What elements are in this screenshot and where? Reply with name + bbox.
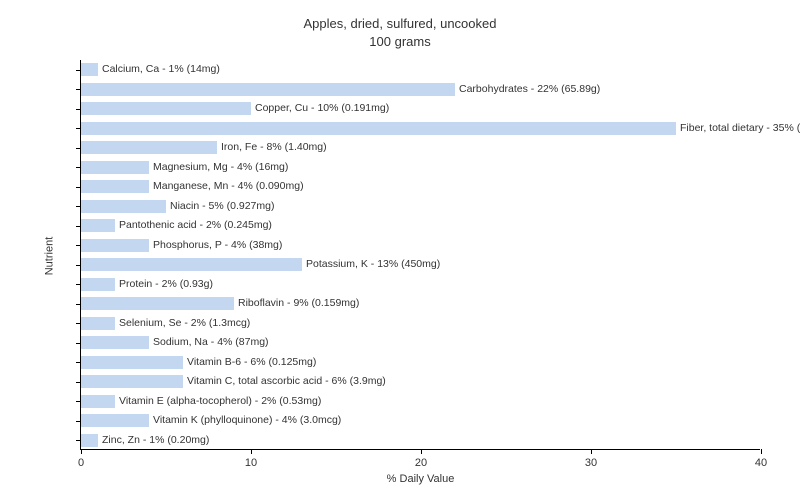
bar	[81, 141, 217, 154]
bar-label: Protein - 2% (0.93g)	[119, 278, 213, 291]
bar	[81, 200, 166, 213]
y-tick-mark	[76, 70, 81, 71]
bar-label: Calcium, Ca - 1% (14mg)	[102, 63, 220, 76]
x-tick-label: 20	[415, 457, 427, 469]
chart-title-line2: 100 grams	[0, 33, 800, 51]
bar-row: Fiber, total dietary - 35% (8.7g)	[81, 119, 760, 139]
plot-area: Calcium, Ca - 1% (14mg) Carbohydrates - 2…	[80, 60, 760, 450]
bar-label: Carbohydrates - 22% (65.89g)	[459, 83, 600, 96]
chart-container: Apples, dried, sulfured, uncooked 100 gr…	[0, 0, 800, 500]
bar-label: Sodium, Na - 4% (87mg)	[153, 336, 269, 349]
bar-row: Phosphorus, P - 4% (38mg)	[81, 236, 760, 256]
bar	[81, 102, 251, 115]
y-tick-mark	[76, 323, 81, 324]
y-tick-mark	[76, 362, 81, 363]
bar-label: Manganese, Mn - 4% (0.090mg)	[153, 180, 304, 193]
bar-row: Selenium, Se - 2% (1.3mcg)	[81, 314, 760, 334]
bar	[81, 83, 455, 96]
y-axis-label: Nutrient	[43, 237, 55, 276]
y-tick-mark	[76, 382, 81, 383]
y-tick-mark	[76, 206, 81, 207]
chart-title-block: Apples, dried, sulfured, uncooked 100 gr…	[0, 0, 800, 51]
bar-label: Potassium, K - 13% (450mg)	[306, 258, 440, 271]
bar-row: Calcium, Ca - 1% (14mg)	[81, 60, 760, 80]
y-tick-mark	[76, 167, 81, 168]
y-tick-mark	[76, 440, 81, 441]
y-tick-mark	[76, 109, 81, 110]
y-tick-mark	[76, 284, 81, 285]
y-tick-mark	[76, 89, 81, 90]
bars-container: Calcium, Ca - 1% (14mg) Carbohydrates - 2…	[81, 60, 760, 449]
y-tick-mark	[76, 245, 81, 246]
bar-row: Potassium, K - 13% (450mg)	[81, 255, 760, 275]
y-tick-mark	[76, 343, 81, 344]
bar	[81, 317, 115, 330]
y-tick-mark	[76, 304, 81, 305]
bar-row: Protein - 2% (0.93g)	[81, 275, 760, 295]
bar-row: Vitamin K (phylloquinone) - 4% (3.0mcg)	[81, 411, 760, 431]
y-tick-mark	[76, 226, 81, 227]
bar-label: Fiber, total dietary - 35% (8.7g)	[680, 122, 800, 135]
bar-label: Riboflavin - 9% (0.159mg)	[238, 297, 359, 310]
bar-label: Copper, Cu - 10% (0.191mg)	[255, 102, 389, 115]
bar-row: Magnesium, Mg - 4% (16mg)	[81, 158, 760, 178]
bar-label: Phosphorus, P - 4% (38mg)	[153, 239, 282, 252]
x-tick-mark	[421, 449, 422, 454]
bar-label: Iron, Fe - 8% (1.40mg)	[221, 141, 327, 154]
x-tick-label: 0	[78, 457, 84, 469]
bar-label: Vitamin K (phylloquinone) - 4% (3.0mcg)	[153, 414, 341, 427]
bar	[81, 161, 149, 174]
y-tick-mark	[76, 265, 81, 266]
bar-row: Vitamin B-6 - 6% (0.125mg)	[81, 353, 760, 373]
bar	[81, 434, 98, 447]
bar-row: Riboflavin - 9% (0.159mg)	[81, 294, 760, 314]
x-tick-mark	[591, 449, 592, 454]
bar	[81, 356, 183, 369]
bar	[81, 297, 234, 310]
y-tick-mark	[76, 187, 81, 188]
x-axis-label: % Daily Value	[387, 473, 455, 485]
bar	[81, 63, 98, 76]
x-tick-mark	[761, 449, 762, 454]
y-tick-mark	[76, 401, 81, 402]
bar	[81, 375, 183, 388]
bar	[81, 239, 149, 252]
bar	[81, 219, 115, 232]
bar	[81, 258, 302, 271]
bar	[81, 336, 149, 349]
bar-label: Selenium, Se - 2% (1.3mcg)	[119, 317, 250, 330]
x-tick-label: 10	[245, 457, 257, 469]
bar-label: Vitamin B-6 - 6% (0.125mg)	[187, 356, 316, 369]
x-tick-label: 30	[585, 457, 597, 469]
bar-label: Pantothenic acid - 2% (0.245mg)	[119, 219, 272, 232]
x-tick-mark	[251, 449, 252, 454]
bar-row: Vitamin E (alpha-tocopherol) - 2% (0.53m…	[81, 392, 760, 412]
y-tick-mark	[76, 148, 81, 149]
bar-row: Iron, Fe - 8% (1.40mg)	[81, 138, 760, 158]
bar-label: Vitamin C, total ascorbic acid - 6% (3.9…	[187, 375, 386, 388]
bar-row: Manganese, Mn - 4% (0.090mg)	[81, 177, 760, 197]
bar-row: Zinc, Zn - 1% (0.20mg)	[81, 431, 760, 451]
bar	[81, 395, 115, 408]
bar-label: Niacin - 5% (0.927mg)	[170, 200, 274, 213]
bar-row: Copper, Cu - 10% (0.191mg)	[81, 99, 760, 119]
y-tick-mark	[76, 128, 81, 129]
bar-row: Sodium, Na - 4% (87mg)	[81, 333, 760, 353]
bar-row: Pantothenic acid - 2% (0.245mg)	[81, 216, 760, 236]
bar-label: Zinc, Zn - 1% (0.20mg)	[102, 434, 209, 447]
x-tick-label: 40	[755, 457, 767, 469]
bar	[81, 414, 149, 427]
bar	[81, 122, 676, 135]
bar-row: Niacin - 5% (0.927mg)	[81, 197, 760, 217]
bar	[81, 180, 149, 193]
bar-label: Vitamin E (alpha-tocopherol) - 2% (0.53m…	[119, 395, 321, 408]
y-tick-mark	[76, 421, 81, 422]
bar-row: Carbohydrates - 22% (65.89g)	[81, 80, 760, 100]
bar	[81, 278, 115, 291]
bar-row: Vitamin C, total ascorbic acid - 6% (3.9…	[81, 372, 760, 392]
bar-label: Magnesium, Mg - 4% (16mg)	[153, 161, 288, 174]
x-tick-mark	[81, 449, 82, 454]
chart-title-line1: Apples, dried, sulfured, uncooked	[0, 15, 800, 33]
